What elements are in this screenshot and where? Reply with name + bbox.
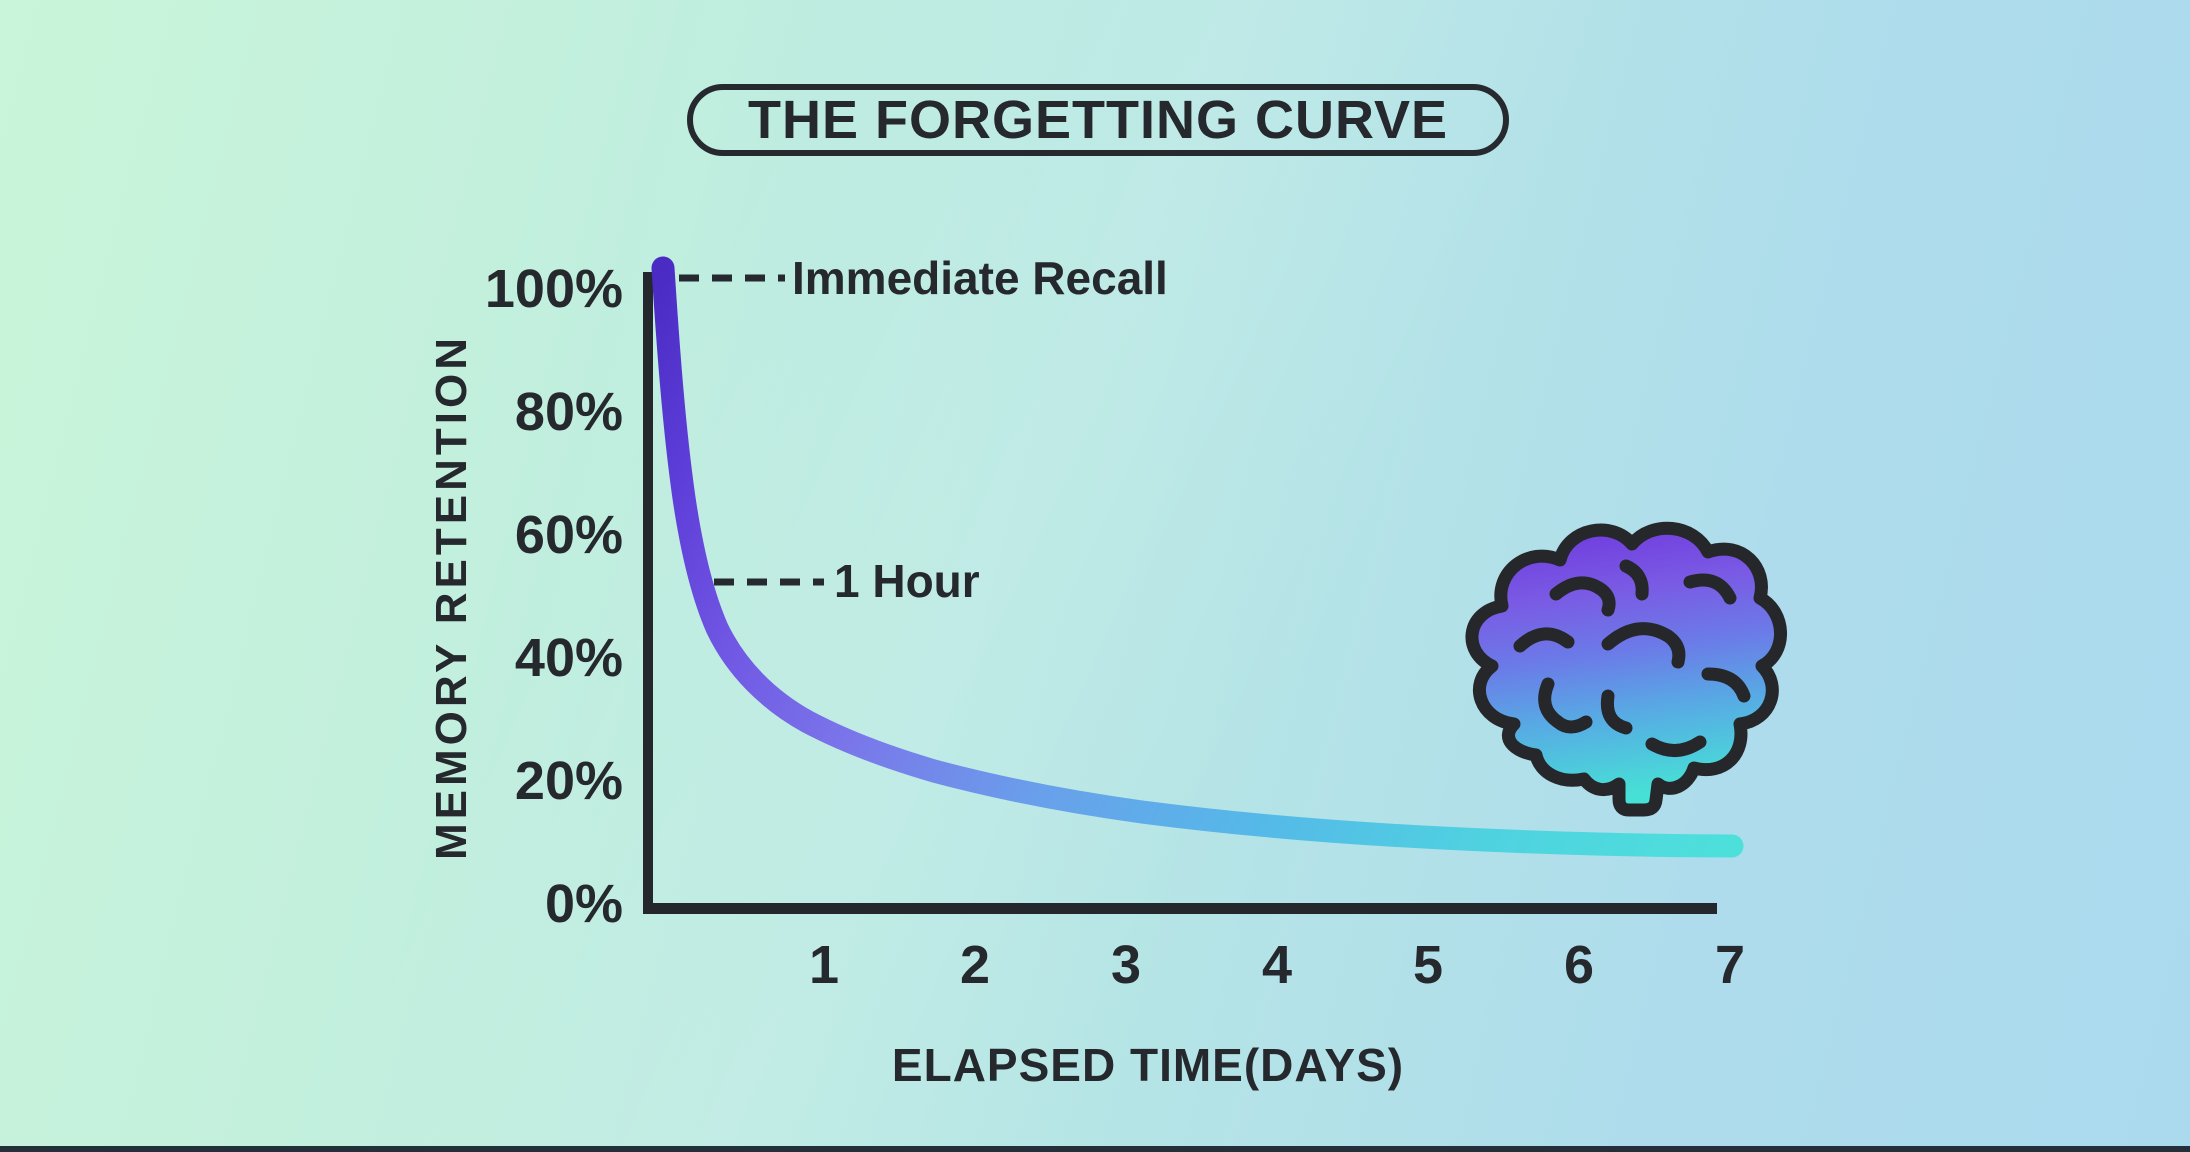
x-axis-line (643, 903, 1717, 914)
brain-icon (1465, 521, 1787, 817)
x-axis-title: ELAPSED TIME(DAYS) (891, 1039, 1405, 1091)
title-pill: THE FORGETTING CURVE (687, 84, 1509, 156)
y-tick-0: 0% (544, 874, 623, 934)
x-tick-6: 6 (1563, 935, 1595, 995)
brain-gyri-lines (1513, 559, 1751, 757)
y-axis-line (643, 272, 653, 914)
y-tick-80: 80% (514, 382, 623, 442)
immediate-recall-label: Immediate Recall (792, 252, 1168, 304)
x-tick-3: 3 (1110, 935, 1142, 995)
retention-curve (651, 256, 1744, 858)
page-title: THE FORGETTING CURVE (747, 90, 1449, 150)
y-tick-60: 60% (514, 505, 623, 565)
y-tick-100: 100% (484, 259, 623, 319)
y-tick-20: 20% (514, 751, 623, 811)
x-tick-5: 5 (1412, 935, 1444, 995)
x-tick-2: 2 (959, 935, 991, 995)
one-hour-label: 1 Hour (834, 555, 980, 607)
x-tick-4: 4 (1261, 935, 1293, 995)
x-tick-7: 7 (1714, 935, 1746, 995)
bottom-edge-bar (0, 1146, 2190, 1152)
x-tick-1: 1 (808, 935, 840, 995)
y-tick-40: 40% (514, 628, 623, 688)
